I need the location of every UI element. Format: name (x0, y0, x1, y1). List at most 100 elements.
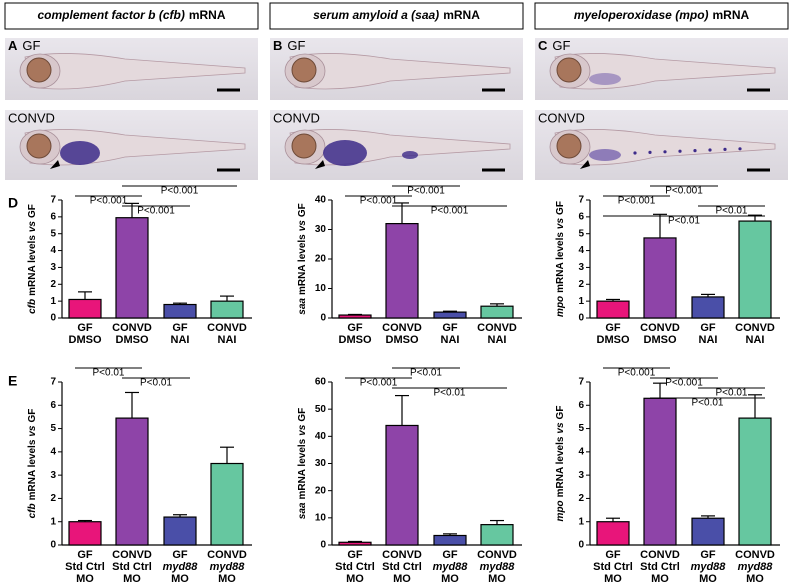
x-tick-label: GF (347, 549, 363, 561)
bar (163, 516, 197, 546)
bar (738, 417, 772, 546)
stain (402, 151, 418, 159)
photo-label: B GF (273, 38, 306, 53)
y-tick-label: 2 (50, 279, 56, 290)
y-tick-label: 3 (50, 262, 56, 273)
y-tick-label: 40 (315, 195, 327, 206)
x-tick-label: GF (77, 322, 93, 334)
photo-label-text: GF (22, 38, 40, 53)
x-tick-label: MO (604, 573, 622, 584)
arrowhead (50, 160, 60, 169)
stain (648, 150, 652, 154)
x-tick-label: NAI (441, 334, 460, 346)
y-axis-label: cfb mRNA levels vs GF (27, 204, 38, 314)
y-label-part: GF (27, 409, 38, 423)
bar (480, 524, 514, 546)
x-tick-label: Std Ctrl (112, 561, 152, 573)
x-tick-label: myd88 (738, 561, 774, 573)
x-tick-label: GF (442, 549, 458, 561)
significance-label: P<0.001 (360, 196, 398, 207)
x-tick-label: MO (218, 573, 236, 584)
y-label-part: mRNA levels (297, 234, 308, 295)
header-plain: mRNA (713, 8, 750, 22)
x-tick-label: GF (172, 549, 188, 561)
bar (163, 303, 197, 319)
arrowhead (580, 160, 590, 169)
bar (210, 462, 244, 546)
header-box (534, 2, 789, 30)
x-tick-label: CONVD (735, 322, 775, 334)
y-tick-label: 5 (50, 228, 56, 239)
photo-label: A GF (8, 38, 41, 53)
x-tick-label: DMSO (597, 334, 630, 346)
photo-label-text: GF (552, 38, 570, 53)
significance-label: P<0.001 (431, 206, 469, 217)
x-tick-label: CONVD (640, 322, 680, 334)
x-tick-label: Std Ctrl (335, 561, 375, 573)
stain (723, 147, 727, 151)
y-tick-label: 0 (578, 313, 584, 324)
x-tick-label: GF (77, 549, 93, 561)
y-label-part: vs (27, 425, 38, 437)
row-letter: D (8, 195, 18, 211)
bar (338, 314, 372, 319)
y-tick-label: 3 (50, 470, 56, 481)
photo-label: CONVD (273, 110, 320, 125)
y-tick-label: 6 (50, 211, 56, 222)
y-label-part: GF (297, 408, 308, 422)
y-label-part: mRNA levels (555, 436, 566, 497)
y-tick-label: 40 (315, 431, 327, 442)
y-label-part: GF (555, 406, 566, 420)
bar (385, 223, 419, 319)
y-tick-label: 7 (50, 195, 56, 206)
y-tick-label: 5 (578, 228, 584, 239)
bar (691, 517, 725, 546)
significance-label: P<0.001 (665, 186, 703, 197)
x-tick-label: GF (605, 549, 621, 561)
y-tick-label: 0 (50, 313, 56, 324)
y-tick-label: 5 (50, 423, 56, 434)
photo-label-text: GF (287, 38, 305, 53)
x-tick-label: CONVD (112, 322, 152, 334)
y-axis-label: mpo mRNA levels vs GF (555, 201, 566, 317)
larva-body (24, 53, 246, 90)
x-tick-label: CONVD (477, 322, 517, 334)
header-italic: complement factor b (cfb) (37, 8, 184, 22)
x-tick-label: CONVD (207, 322, 247, 334)
y-label-part: vs (27, 221, 38, 233)
y-tick-label: 10 (315, 512, 327, 523)
bar (115, 417, 149, 546)
y-tick-label: 1 (578, 296, 584, 307)
y-tick-label: 4 (578, 446, 584, 457)
photo-label: CONVD (8, 110, 55, 125)
y-tick-label: 0 (320, 540, 326, 551)
significance-label: P<0.01 (93, 368, 125, 379)
y-label-part: cfb (27, 299, 38, 314)
significance-label: P<0.01 (434, 388, 466, 399)
y-tick-label: 5 (578, 423, 584, 434)
y-tick-label: 0 (578, 540, 584, 551)
x-tick-label: CONVD (382, 549, 422, 561)
eye (556, 133, 582, 159)
y-label-part: cfb (27, 503, 38, 518)
y-tick-label: 0 (320, 313, 326, 324)
larva-body (289, 53, 511, 90)
x-tick-label: MO (123, 573, 141, 584)
significance-label: P<0.001 (90, 196, 128, 207)
y-tick-label: 3 (578, 262, 584, 273)
y-label-part: vs (297, 220, 308, 232)
x-tick-label: DMSO (69, 334, 102, 346)
stain (633, 151, 637, 155)
y-tick-label: 7 (50, 377, 56, 388)
x-tick-label: DMSO (386, 334, 419, 346)
y-tick-label: 7 (578, 377, 584, 388)
significance-label: P<0.01 (716, 388, 748, 399)
y-tick-label: 50 (315, 404, 327, 415)
bar (596, 521, 630, 546)
significance-label: P<0.01 (140, 378, 172, 389)
eye (291, 57, 317, 83)
stain (708, 148, 712, 152)
y-tick-label: 1 (50, 516, 56, 527)
y-label-part: GF (297, 203, 308, 217)
